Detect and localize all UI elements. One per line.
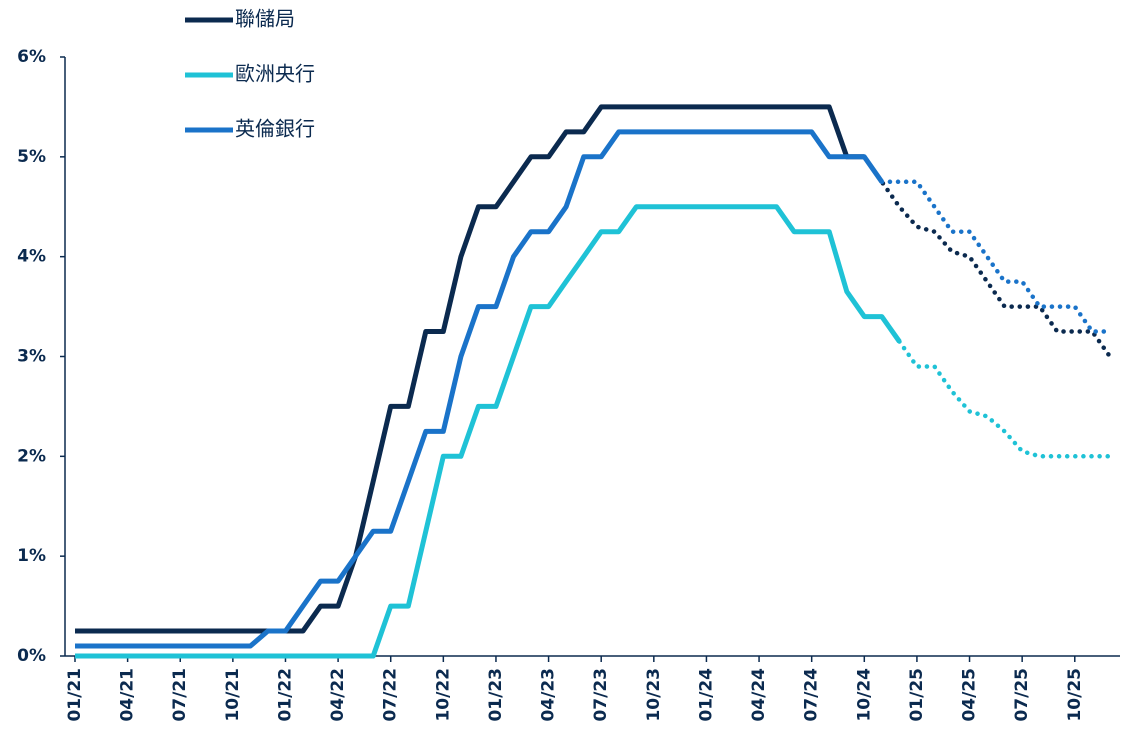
x-tick-label: 10/22 xyxy=(433,668,453,722)
y-tick-label: 6% xyxy=(17,47,46,67)
x-tick-label: 10/23 xyxy=(644,668,664,722)
forecast-line xyxy=(879,179,1113,334)
legend-label: 英倫銀行 xyxy=(235,117,315,141)
x-tick-label: 04/24 xyxy=(749,668,769,722)
x-tick-label: 07/21 xyxy=(170,668,190,722)
y-tick-label: 0% xyxy=(17,646,46,666)
line xyxy=(75,204,902,659)
x-tick-label: 10/21 xyxy=(223,668,243,722)
y-tick-label: 1% xyxy=(17,546,46,566)
legend-label: 聯儲局 xyxy=(235,7,295,31)
x-tick-label: 04/23 xyxy=(539,668,559,722)
x-tick-label: 04/22 xyxy=(328,668,348,722)
x-tick-label: 04/21 xyxy=(118,668,138,722)
y-tick-label: 5% xyxy=(17,147,46,167)
y-tick-label: 2% xyxy=(17,446,46,466)
x-tick-label: 01/21 xyxy=(65,668,85,722)
x-tick-label: 04/25 xyxy=(960,668,980,722)
x-tick-label: 07/25 xyxy=(1012,668,1032,722)
x-tick-label: 10/25 xyxy=(1065,668,1085,722)
x-tick-label: 07/23 xyxy=(591,668,611,722)
x-tick-label: 10/24 xyxy=(854,668,874,722)
legend-label: 歐洲央行 xyxy=(235,62,315,86)
line xyxy=(75,104,865,634)
line xyxy=(75,129,884,649)
x-tick-label: 07/22 xyxy=(381,668,401,722)
x-tick-label: 01/23 xyxy=(486,668,506,722)
y-tick-label: 4% xyxy=(17,247,46,267)
x-tick-label: 01/25 xyxy=(907,668,927,722)
forecast-line xyxy=(897,339,1113,459)
x-tick-label: 07/24 xyxy=(802,668,822,722)
x-tick-label: 01/24 xyxy=(696,668,716,722)
y-tick-label: 3% xyxy=(17,347,46,367)
x-tick-label: 01/22 xyxy=(275,668,295,722)
